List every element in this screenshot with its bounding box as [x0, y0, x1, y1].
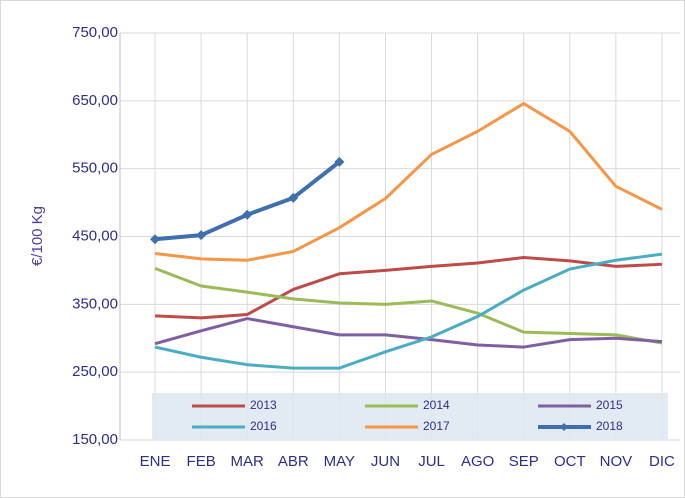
series-line	[154, 266, 663, 345]
data-marker	[288, 192, 299, 203]
x-tick-label: ENE	[140, 453, 171, 470]
x-tick-label: OCT	[554, 453, 586, 470]
x-tick-label: MAR	[231, 453, 265, 470]
legend-label: 2016	[250, 419, 277, 433]
legend-label: 2017	[423, 419, 450, 433]
legend-label: 2013	[250, 398, 277, 412]
x-tick-label: SEP	[509, 453, 539, 470]
x-tick-label: DIC	[649, 453, 675, 470]
x-tick-label: ABR	[278, 453, 309, 470]
y-tick-label: 150,00	[72, 431, 118, 448]
x-tick-label: MAY	[324, 453, 355, 470]
y-tick-label: 650,00	[72, 92, 118, 109]
series-line	[154, 252, 663, 370]
legend-label: 2015	[596, 398, 623, 412]
legend-label: 2014	[423, 398, 450, 412]
x-tick-label: NOV	[600, 453, 633, 470]
x-tick-label: JUN	[371, 453, 400, 470]
series-line	[154, 317, 663, 349]
y-tick-label: 750,00	[72, 24, 118, 41]
series-line	[154, 102, 663, 262]
legend-box	[152, 393, 668, 440]
data-marker	[196, 230, 207, 241]
series-line	[154, 256, 663, 320]
y-tick-label: 350,00	[72, 295, 118, 312]
data-marker	[242, 209, 253, 220]
x-tick-label: AGO	[461, 453, 494, 470]
data-marker	[334, 156, 345, 167]
legend-label: 2018	[596, 419, 623, 433]
y-tick-label: 450,00	[72, 227, 118, 244]
y-tick-label: 550,00	[72, 160, 118, 177]
data-marker	[150, 234, 161, 245]
x-tick-label: FEB	[187, 453, 216, 470]
x-tick-label: JUL	[418, 453, 445, 470]
y-axis-label: €/100 Kg	[29, 206, 46, 266]
legend-marker	[560, 423, 568, 431]
y-tick-label: 250,00	[72, 363, 118, 380]
